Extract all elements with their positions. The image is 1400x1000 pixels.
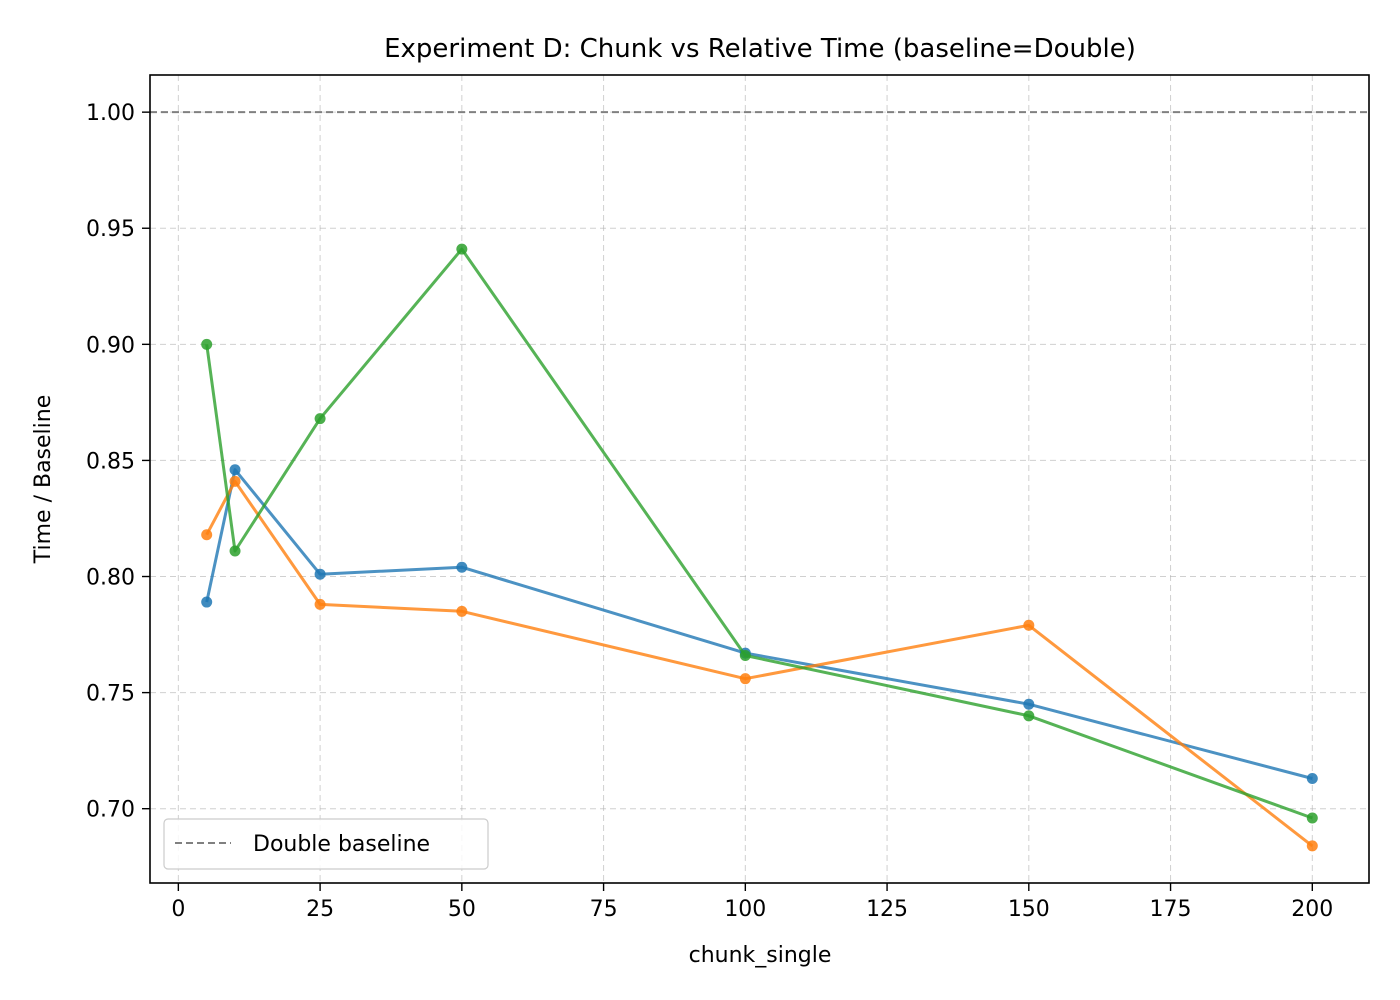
data-point: [1306, 812, 1318, 824]
x-tick-label: 50: [448, 897, 476, 922]
series-2: [201, 475, 1318, 852]
series-3: [201, 243, 1318, 824]
data-point: [1306, 840, 1318, 852]
y-tick-label: 0.70: [86, 798, 135, 823]
data-point: [229, 545, 241, 557]
data-point: [739, 649, 751, 661]
data-point: [314, 598, 326, 610]
x-tick-label: 125: [866, 897, 908, 922]
data-point: [201, 338, 213, 350]
data-point: [314, 413, 326, 425]
data-point: [1023, 619, 1035, 631]
data-point: [456, 243, 468, 255]
y-axis-label: Time / Baseline: [31, 395, 56, 565]
legend-box: [163, 818, 489, 870]
x-tick-label: 25: [306, 897, 334, 922]
y-tick-label: 0.80: [86, 566, 135, 591]
data-point: [1023, 698, 1035, 710]
data-point: [201, 529, 213, 541]
y-tick-label: 1.00: [86, 101, 135, 126]
y-tick-label: 0.95: [86, 217, 135, 242]
data-point: [1023, 710, 1035, 722]
chart-title: Experiment D: Chunk vs Relative Time (ba…: [384, 34, 1136, 64]
data-point: [229, 475, 241, 487]
data-point: [1306, 773, 1318, 785]
series-layer: [201, 243, 1318, 852]
x-axis-label: chunk_single: [689, 943, 832, 968]
legend-baseline-label: Double baseline: [253, 832, 430, 857]
x-tick-label: 100: [724, 897, 766, 922]
data-point: [201, 596, 213, 608]
data-point: [456, 561, 468, 573]
x-tick-label: 0: [171, 897, 185, 922]
x-tick-label: 175: [1150, 897, 1192, 922]
x-tick-label: 150: [1008, 897, 1050, 922]
tick-layer: 0 25 50 75 100 125 150 175 200 0.70 0.75 0.80 0.85 0.…: [86, 101, 1333, 922]
legend: Double baseline: [163, 818, 489, 870]
y-tick-label: 0.75: [86, 682, 135, 707]
plot-frame: [149, 74, 1370, 884]
data-point: [314, 568, 326, 580]
data-point: [229, 464, 241, 476]
x-tick-label: 75: [590, 897, 618, 922]
data-point: [456, 605, 468, 617]
data-point: [739, 673, 751, 685]
x-tick-label: 200: [1291, 897, 1333, 922]
y-tick-label: 0.90: [86, 333, 135, 358]
y-tick-label: 0.85: [86, 449, 135, 474]
series-1: [201, 464, 1318, 785]
